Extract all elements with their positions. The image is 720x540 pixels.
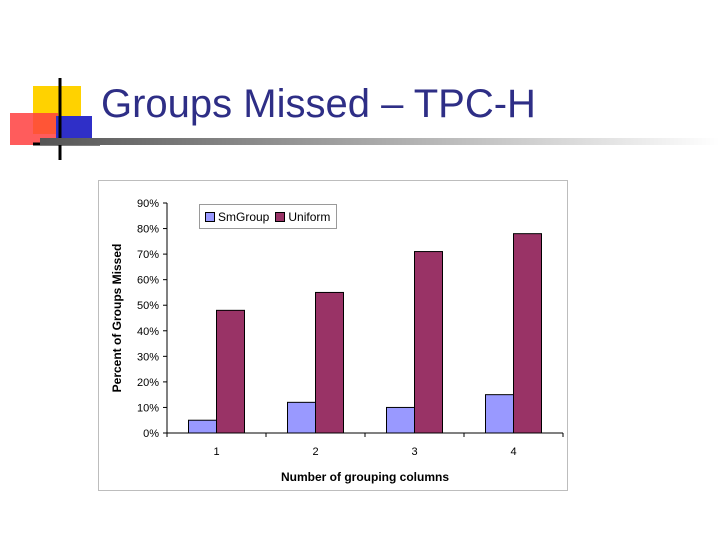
bar-uniform-3	[414, 251, 443, 434]
x-axis-title: Number of grouping columns	[281, 470, 449, 484]
legend-swatch-smgroup	[205, 211, 215, 222]
x-tick-label: 4	[510, 446, 516, 458]
bar-uniform-4	[513, 233, 542, 434]
x-tick-label: 1	[213, 446, 219, 458]
x-tick-label: 3	[411, 446, 417, 458]
y-tick-label: 0%	[143, 428, 159, 440]
bar-smgroup-1	[188, 419, 217, 434]
y-tick-label: 70%	[137, 249, 159, 261]
x-tick-label: 2	[312, 446, 318, 458]
y-tick-label: 50%	[137, 300, 159, 312]
bar-smgroup-3	[386, 406, 415, 434]
y-tick-label: 40%	[137, 326, 159, 338]
legend-item-smgroup: SmGroup	[205, 210, 269, 224]
bar-uniform-2	[315, 291, 344, 434]
y-tick-label: 20%	[137, 377, 159, 389]
bar-smgroup-4	[485, 394, 514, 434]
y-tick-label: 90%	[137, 198, 159, 210]
title-underline	[40, 138, 720, 145]
legend-label-smgroup: SmGroup	[218, 209, 270, 224]
bar-uniform-1	[216, 309, 245, 434]
y-tick-label: 80%	[137, 224, 159, 236]
y-axis-title: Percent of Groups Missed	[110, 244, 124, 393]
y-tick-label: 10%	[137, 402, 159, 414]
legend-swatch-uniform	[275, 211, 286, 222]
y-tick-label: 30%	[137, 351, 159, 363]
legend-item-uniform: Uniform	[275, 210, 330, 224]
slide-title: Groups Missed – TPC-H	[101, 82, 536, 126]
bar-smgroup-2	[287, 401, 316, 434]
y-tick-label: 60%	[137, 275, 159, 287]
chart-legend: SmGroup Uniform	[199, 204, 337, 229]
legend-label-uniform: Uniform	[288, 209, 331, 224]
